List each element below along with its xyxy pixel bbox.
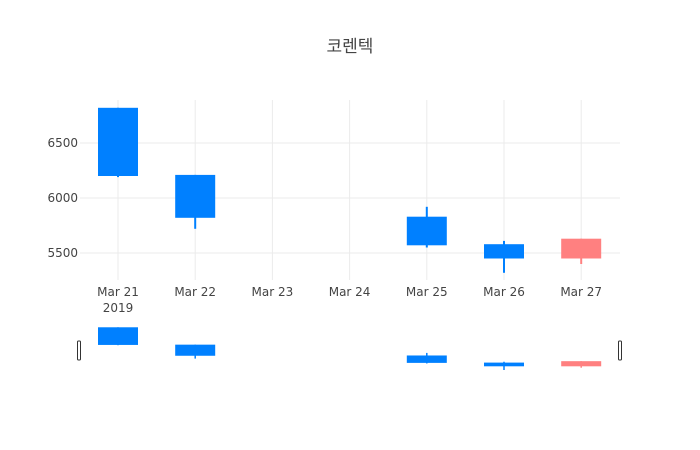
y-tick-label: 5500 [47, 246, 78, 260]
candle-mar-21[interactable] [98, 107, 138, 178]
candle-mar-22[interactable] [175, 174, 216, 229]
x-tick-label: Mar 21 [97, 285, 139, 299]
range-slider-left-handle[interactable] [77, 340, 81, 361]
gridlines [80, 100, 620, 280]
x-axis: Mar 21 Mar 22 Mar 23 Mar 24 Mar 25 Mar 26 Mar … [97, 285, 602, 315]
slider-candle [484, 361, 524, 371]
y-axis: 5500 6000 6500 [47, 136, 78, 260]
candle-mar-27[interactable] [561, 238, 602, 264]
candle-body [484, 244, 524, 259]
y-tick-label: 6000 [47, 191, 78, 205]
y-tick-label: 6500 [47, 136, 78, 150]
range-slider-right-handle[interactable] [618, 340, 622, 361]
chart-title: 코렌텍 [326, 37, 374, 57]
candle-mar-26[interactable] [484, 240, 524, 273]
candle-body [561, 238, 602, 259]
x-tick-label: Mar 27 [560, 285, 602, 299]
x-tick-label: Mar 22 [174, 285, 216, 299]
x-tick-label: Mar 23 [252, 285, 294, 299]
slider-candle [175, 344, 216, 359]
candle-mar-25[interactable] [406, 206, 447, 248]
range-slider[interactable] [77, 327, 622, 371]
slider-candle [98, 327, 138, 346]
candles[interactable] [98, 107, 602, 273]
slider-candle [561, 361, 602, 368]
candle-body [175, 174, 216, 218]
x-year-label: 2019 [103, 301, 134, 315]
candle-body [406, 216, 447, 246]
x-tick-label: Mar 26 [483, 285, 525, 299]
x-tick-label: Mar 25 [406, 285, 448, 299]
x-tick-label: Mar 24 [329, 285, 371, 299]
slider-candle [406, 352, 447, 364]
candle-body [98, 107, 138, 176]
